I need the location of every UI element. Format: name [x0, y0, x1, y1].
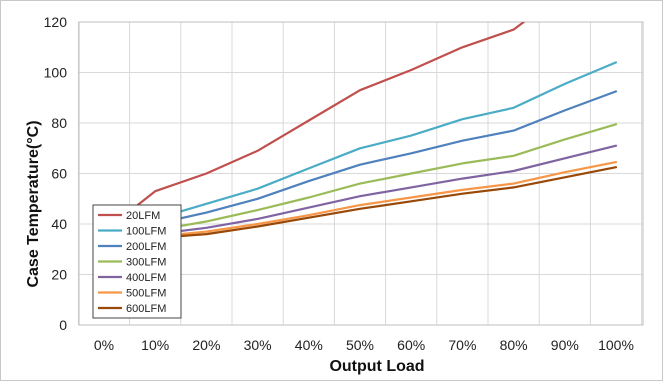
x-tick-label: 50%	[346, 337, 374, 353]
x-tick-label: 10%	[141, 337, 169, 353]
legend-label-200lfm: 200LFM	[126, 241, 166, 253]
legend-label-500lfm: 500LFM	[126, 288, 166, 300]
tick-layer: 0 20 40 60 80 100 120 0% 10% 20% 30% 40% 50% 60% 70% 80…	[44, 14, 634, 353]
series-line-600lfm	[102, 166, 618, 242]
plot-area	[78, 21, 644, 326]
series-line-200lfm	[102, 90, 618, 236]
x-tick-label: 30%	[244, 337, 272, 353]
y-tick-label: 120	[44, 14, 68, 30]
legend-label-400lfm: 400LFM	[126, 272, 166, 284]
y-tick-label: 40	[51, 216, 67, 232]
series-line-100lfm	[102, 61, 618, 233]
x-tick-label: 70%	[448, 337, 476, 353]
x-tick-label: 100%	[598, 337, 634, 353]
grid-layer	[77, 21, 644, 326]
x-tick-label: 0%	[94, 337, 114, 353]
y-tick-label: 0	[59, 317, 67, 333]
series-line-400lfm	[102, 144, 618, 239]
legend: 20LFM 100LFM 200LFM 300LFM 400LFM 500LFM 600LF…	[92, 204, 182, 319]
y-tick-label: 80	[51, 115, 67, 131]
y-tick-label: 100	[44, 65, 68, 81]
series-line-300lfm	[102, 123, 618, 238]
x-tick-label: 90%	[551, 337, 579, 353]
x-tick-label: 40%	[295, 337, 323, 353]
legend-label-300lfm: 300LFM	[126, 257, 166, 269]
series-layer	[102, 22, 618, 242]
x-tick-label: 20%	[192, 337, 220, 353]
x-axis-title: Output Load	[329, 358, 424, 375]
legend-label-600lfm: 600LFM	[126, 303, 166, 315]
legend-label-20lfm: 20LFM	[126, 210, 160, 222]
series-line-500lfm	[102, 161, 618, 241]
x-tick-label: 60%	[397, 337, 425, 353]
x-tick-label: 80%	[500, 337, 528, 353]
legend-label-100lfm: 100LFM	[126, 226, 166, 238]
y-tick-label: 60	[51, 166, 67, 182]
y-tick-label: 20	[51, 267, 67, 283]
y-axis-title: Case Temperature(°C)	[25, 120, 42, 287]
series-line-20lfm	[102, 22, 525, 226]
